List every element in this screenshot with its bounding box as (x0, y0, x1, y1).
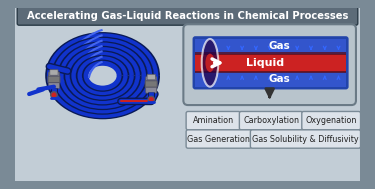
Ellipse shape (202, 39, 218, 87)
Text: Accelerating Gas-Liquid Reactions in Chemical Processes: Accelerating Gas-Liquid Reactions in Che… (27, 11, 348, 21)
FancyBboxPatch shape (48, 72, 60, 88)
Bar (195, 71, 346, 73)
FancyBboxPatch shape (239, 112, 303, 130)
Text: Gas: Gas (269, 74, 291, 84)
Text: Gas Solubility & Diffusivity: Gas Solubility & Diffusivity (252, 135, 359, 143)
FancyBboxPatch shape (302, 112, 360, 130)
FancyBboxPatch shape (145, 81, 157, 87)
Circle shape (148, 96, 154, 103)
Circle shape (51, 92, 57, 98)
FancyBboxPatch shape (186, 130, 251, 148)
FancyBboxPatch shape (192, 36, 349, 89)
FancyBboxPatch shape (17, 7, 358, 25)
FancyBboxPatch shape (146, 77, 157, 93)
Text: Oxygenation: Oxygenation (306, 116, 357, 125)
FancyBboxPatch shape (13, 6, 362, 183)
FancyBboxPatch shape (147, 74, 155, 80)
Ellipse shape (206, 54, 214, 72)
Bar (195, 39, 346, 54)
Text: Carboxylation: Carboxylation (243, 116, 299, 125)
FancyBboxPatch shape (48, 76, 60, 83)
Text: Gas Generation: Gas Generation (187, 135, 250, 143)
Text: Liquid: Liquid (246, 58, 284, 68)
Text: Gas: Gas (269, 41, 291, 51)
Bar (195, 52, 346, 55)
FancyBboxPatch shape (50, 70, 58, 75)
Bar (195, 54, 346, 72)
FancyBboxPatch shape (183, 24, 356, 105)
Bar (195, 72, 346, 87)
FancyBboxPatch shape (251, 130, 360, 148)
FancyBboxPatch shape (186, 112, 240, 130)
Text: Amination: Amination (193, 116, 234, 125)
